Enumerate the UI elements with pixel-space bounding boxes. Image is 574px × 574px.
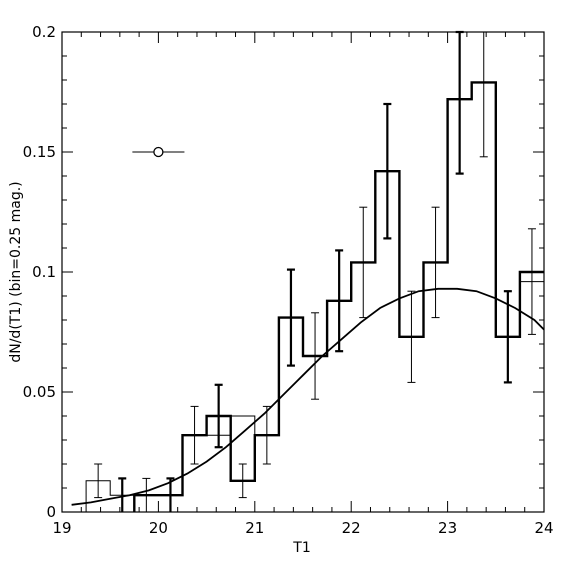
x-tick-label: 20 (149, 519, 168, 537)
example-point-marker (153, 146, 164, 158)
histogram-thin-step (85, 81, 544, 512)
y-tick-label: 0.2 (32, 23, 56, 41)
error-bars-layer (94, 30, 536, 512)
y-axis-label: dN/d(T1) (bin=0.25 mag.) (8, 181, 24, 362)
x-axis-label: T1 (292, 540, 310, 556)
x-tick-label: 24 (534, 519, 553, 537)
x-tick-label: 21 (245, 519, 264, 537)
x-tick-label: 22 (342, 519, 361, 537)
model-curve (71, 287, 545, 506)
example-point-layer (132, 146, 185, 158)
y-tick-label: 0 (46, 503, 56, 521)
histogram-layer (85, 81, 544, 512)
x-tick-label: 23 (438, 519, 457, 537)
y-tick-label: 0.15 (23, 143, 56, 161)
y-tick-label: 0.1 (32, 263, 56, 281)
axis-ticks: 19 20 21 22 23 24 0 0.05 0.1 0.15 0.2 (23, 23, 554, 537)
plot-border (61, 31, 545, 513)
y-tick-label: 0.05 (23, 383, 56, 401)
plot-frame (61, 31, 545, 513)
model-curve-layer (71, 287, 545, 506)
x-tick-label: 19 (52, 519, 71, 537)
